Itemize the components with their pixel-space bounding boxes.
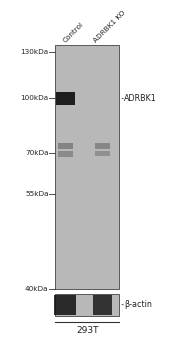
Bar — [95, 142, 110, 149]
Bar — [93, 295, 111, 315]
Bar — [55, 294, 119, 316]
Text: ADRBK1: ADRBK1 — [124, 94, 157, 103]
Bar — [95, 150, 110, 156]
Bar — [58, 143, 73, 149]
Text: 100kDa: 100kDa — [20, 96, 49, 102]
Text: 40kDa: 40kDa — [25, 286, 49, 292]
Bar — [55, 45, 119, 289]
Text: 55kDa: 55kDa — [25, 191, 49, 197]
Text: 70kDa: 70kDa — [25, 150, 49, 156]
Text: β-actin: β-actin — [124, 300, 152, 309]
Text: 130kDa: 130kDa — [20, 49, 49, 55]
Bar — [56, 92, 75, 105]
Text: 293T: 293T — [76, 326, 98, 335]
Text: Control: Control — [62, 21, 84, 43]
Bar — [58, 151, 73, 156]
Bar — [54, 295, 76, 315]
Text: ADRBK1 KO: ADRBK1 KO — [92, 9, 126, 43]
